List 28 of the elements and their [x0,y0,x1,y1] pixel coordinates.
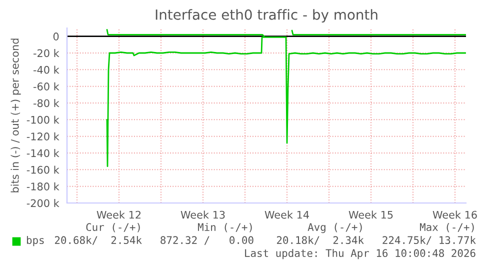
y-tick-label: -180 k [26,182,60,190]
y-tick-label: -120 k [26,132,60,140]
y-tick-label: -140 k [26,149,60,158]
y-axis-title: bits in (-) / out (+) per second [10,38,21,192]
y-tick-label: -40 k [34,66,60,74]
y-tick-label: -80 k [34,99,60,108]
y-tick-label: 0 [53,32,59,40]
text: 20.68k/ 2.54k [54,236,142,245]
y-tick-label: -100 k [26,116,60,124]
text: Avg (-/+) [308,222,362,234]
y-tick-label: -60 k [34,82,60,90]
text: Max (-/+) [420,223,474,232]
y-tick-label: -200 k [26,199,60,208]
x-tick-label: Week 14 [264,210,309,219]
text: 872.32 / 0.00 [160,236,254,245]
text: Last update: Thu Apr 16 10:00:48 2026 [245,248,476,260]
y-tick-label: -160 k [26,166,60,174]
text: Min (-/+) [198,222,252,232]
text: Cur (-/+) [86,223,140,232]
x-tick-label: Week 12 [96,210,141,219]
x-tick-label: Week 16 [432,210,477,219]
x-tick-label: Week 13 [180,210,225,219]
x-tick-label: Week 15 [348,210,393,219]
legend-label: bps [26,236,44,246]
chart-title: Interface eth0 traffic - by month [156,9,378,23]
text: 224.75k/ 13.77k [382,236,476,245]
text: 20.18k/ 2.34k [276,236,364,245]
y-tick-label: -20 k [34,49,60,58]
